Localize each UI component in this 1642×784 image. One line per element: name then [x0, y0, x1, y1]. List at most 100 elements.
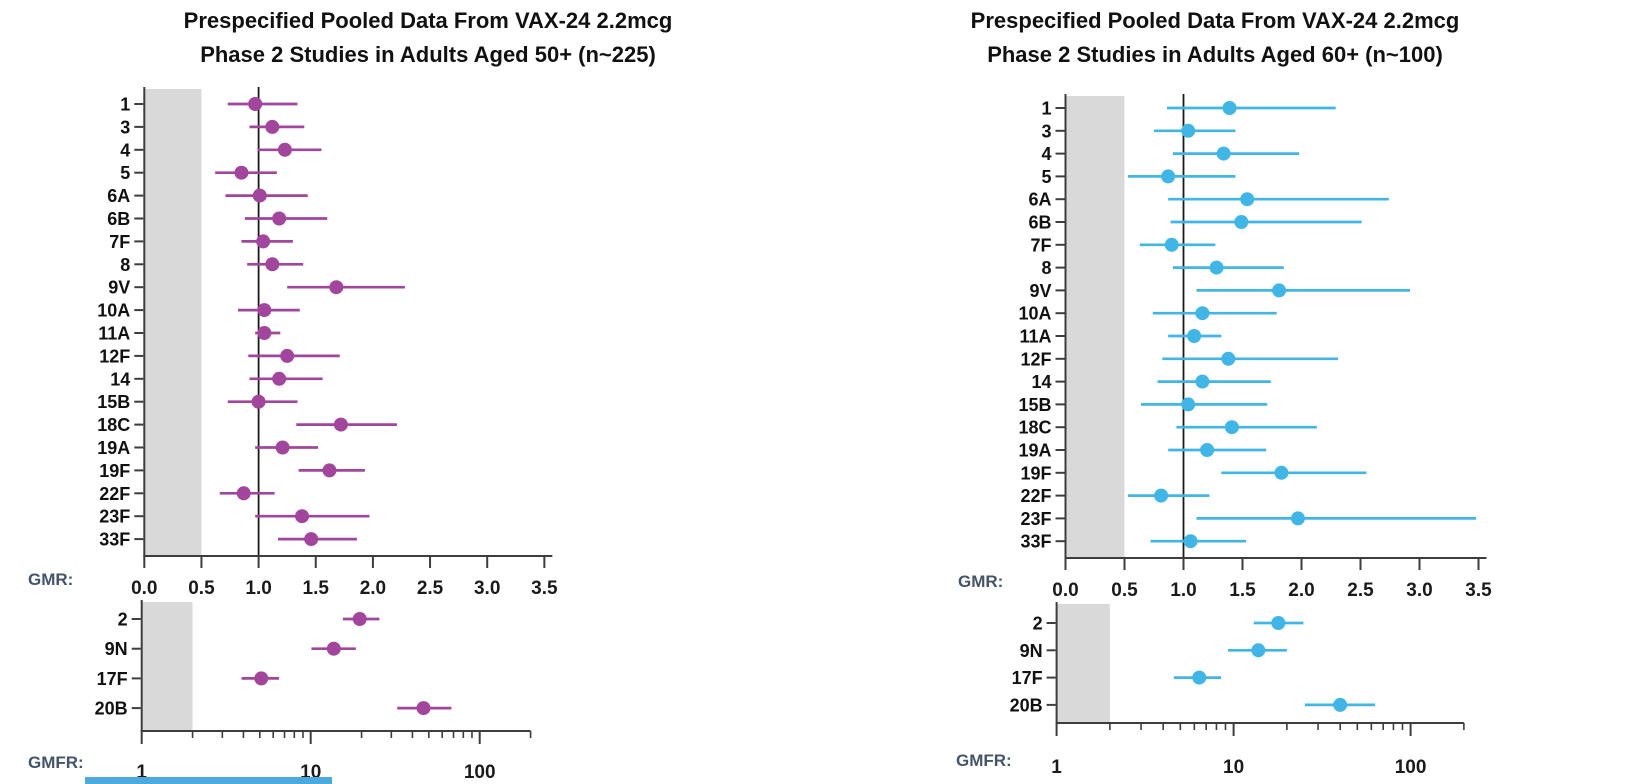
left-top-category-label: 19F — [99, 461, 130, 481]
right-top-category-label: 15B — [1018, 395, 1051, 415]
right-top-category-label: 12F — [1020, 349, 1051, 369]
left-top-data-point — [304, 532, 319, 547]
right-top-data-point — [1290, 511, 1305, 526]
left-top-x-tick-label: 3.0 — [474, 578, 500, 599]
right-top-data-point — [1195, 306, 1210, 321]
right-top-data-point — [1154, 488, 1169, 503]
right-top-x-tick-label: 1.0 — [1170, 580, 1196, 601]
right-bottom-category-label: 2 — [1033, 614, 1043, 634]
right-top-data-point — [1183, 534, 1198, 549]
right-top-category-label: 8 — [1041, 258, 1051, 278]
right-top-data-point — [1187, 329, 1202, 343]
right-top-data-point — [1164, 237, 1179, 252]
right-top-data-point — [1222, 101, 1237, 115]
left-top-data-point — [265, 257, 280, 272]
left-bottom-category-label: 2 — [118, 610, 128, 630]
right-top-category-label: 6B — [1028, 213, 1051, 233]
right-chart-title-line1: Prespecified Pooled Data From VAX-24 2.2… — [970, 8, 1460, 33]
right-bottom-category-label: 20B — [1010, 695, 1043, 715]
left-top-data-point — [322, 463, 337, 478]
left-top-category-label: 14 — [110, 369, 130, 389]
right-top-category-label: 18C — [1018, 418, 1051, 438]
left-top-category-label: 1 — [120, 95, 130, 115]
right-top-category-label: 5 — [1041, 167, 1051, 187]
right-top-category-label: 6A — [1028, 190, 1051, 210]
left-top-category-label: 22F — [99, 484, 130, 504]
right-bottom-x-tick-label: 100 — [1395, 757, 1427, 778]
left-top-category-label: 19A — [97, 438, 130, 458]
right-top-data-point — [1195, 374, 1210, 389]
left-top-data-point — [248, 97, 263, 111]
left-top-data-point — [333, 417, 348, 432]
left-bottom-category-label: 20B — [95, 699, 128, 719]
left-top-x-tick-label: 0.0 — [131, 578, 157, 599]
right-top-x-tick-label: 2.0 — [1288, 580, 1314, 601]
bottom-left-blue-bar — [85, 777, 332, 784]
right-bottom-category-label: 9N — [1020, 641, 1043, 661]
right-top-data-point — [1224, 420, 1239, 435]
left-top-x-tick-label: 2.0 — [360, 578, 386, 599]
left-top-category-label: 12F — [99, 346, 130, 366]
left-top-data-point — [275, 440, 290, 455]
right-top-category-label: 19A — [1018, 441, 1051, 461]
left-top-category-label: 7F — [109, 232, 130, 252]
left-top-category-label: 6A — [107, 186, 130, 206]
left-top-data-point — [272, 211, 287, 226]
right-bottom-data-point — [1251, 643, 1266, 658]
right-top-x-tick-label: 0.0 — [1052, 580, 1078, 601]
right-bottom-shaded-band — [1056, 604, 1110, 723]
left-top-category-label: 8 — [120, 255, 130, 275]
right-top-category-label: 10A — [1018, 304, 1051, 324]
left-gmfr-axis-caption: GMFR: — [28, 753, 84, 772]
left-top-category-label: 18C — [97, 415, 130, 435]
left-top-data-point — [295, 509, 310, 524]
right-top-x-tick-label: 3.0 — [1406, 580, 1432, 601]
left-top-data-point — [234, 165, 249, 180]
right-top-data-point — [1181, 123, 1196, 138]
left-top-x-tick-label: 2.5 — [417, 578, 444, 599]
right-top-data-point — [1240, 192, 1255, 207]
left-top-x-tick-label: 0.5 — [188, 578, 215, 599]
left-top-category-label: 15B — [97, 392, 130, 412]
left-bottom-data-point — [352, 612, 367, 626]
right-top-data-point — [1216, 146, 1231, 161]
right-top-category-label: 14 — [1031, 372, 1051, 392]
right-bottom-data-point — [1192, 670, 1207, 685]
right-gmfr-axis-caption: GMFR: — [956, 751, 1012, 770]
left-top-category-label: 5 — [120, 163, 130, 183]
left-top-data-point — [257, 326, 272, 340]
right-top-data-point — [1161, 169, 1176, 184]
right-top-x-tick-label: 1.5 — [1229, 580, 1256, 601]
right-bottom-data-point — [1271, 616, 1286, 630]
right-top-data-point — [1272, 283, 1287, 298]
right-top-category-label: 33F — [1020, 532, 1051, 552]
right-top-category-label: 22F — [1020, 486, 1051, 506]
right-top-category-label: 19F — [1020, 463, 1051, 483]
left-bottom-data-point — [416, 701, 431, 716]
left-top-shaded-band — [144, 89, 202, 556]
left-top-category-label: 6B — [107, 209, 130, 229]
left-top-category-label: 11A — [98, 324, 130, 344]
right-chart-title-line2: Phase 2 Studies in Adults Aged 60+ (n~10… — [987, 42, 1443, 67]
left-top-data-point — [280, 348, 295, 363]
left-top-x-tick-label: 1.5 — [303, 578, 330, 599]
right-bottom-category-label: 17F — [1012, 668, 1043, 688]
left-top-x-tick-label: 1.0 — [245, 578, 271, 599]
right-chart-title: Prespecified Pooled Data From VAX-24 2.2… — [845, 4, 1585, 72]
left-chart-title-line2: Phase 2 Studies in Adults Aged 50+ (n~22… — [200, 42, 656, 67]
left-top-data-point — [272, 371, 287, 386]
left-bottom-shaded-band — [141, 602, 193, 731]
left-bottom-data-point — [326, 641, 341, 656]
right-top-category-label: 3 — [1041, 121, 1051, 141]
left-top-category-label: 4 — [120, 140, 130, 160]
right-top-data-point — [1181, 397, 1196, 412]
right-top-category-label: 9V — [1029, 281, 1051, 301]
right-top-data-point — [1221, 351, 1236, 366]
left-bottom-x-tick-label: 1 — [136, 762, 147, 783]
right-top-category-label: 1 — [1041, 99, 1051, 119]
left-top-data-point — [252, 188, 267, 203]
left-chart-title: Prespecified Pooled Data From VAX-24 2.2… — [58, 4, 798, 72]
right-top-x-tick-label: 3.5 — [1465, 580, 1492, 601]
right-top-x-tick-label: 0.5 — [1111, 580, 1138, 601]
left-top-x-tick-label: 3.5 — [531, 578, 558, 599]
